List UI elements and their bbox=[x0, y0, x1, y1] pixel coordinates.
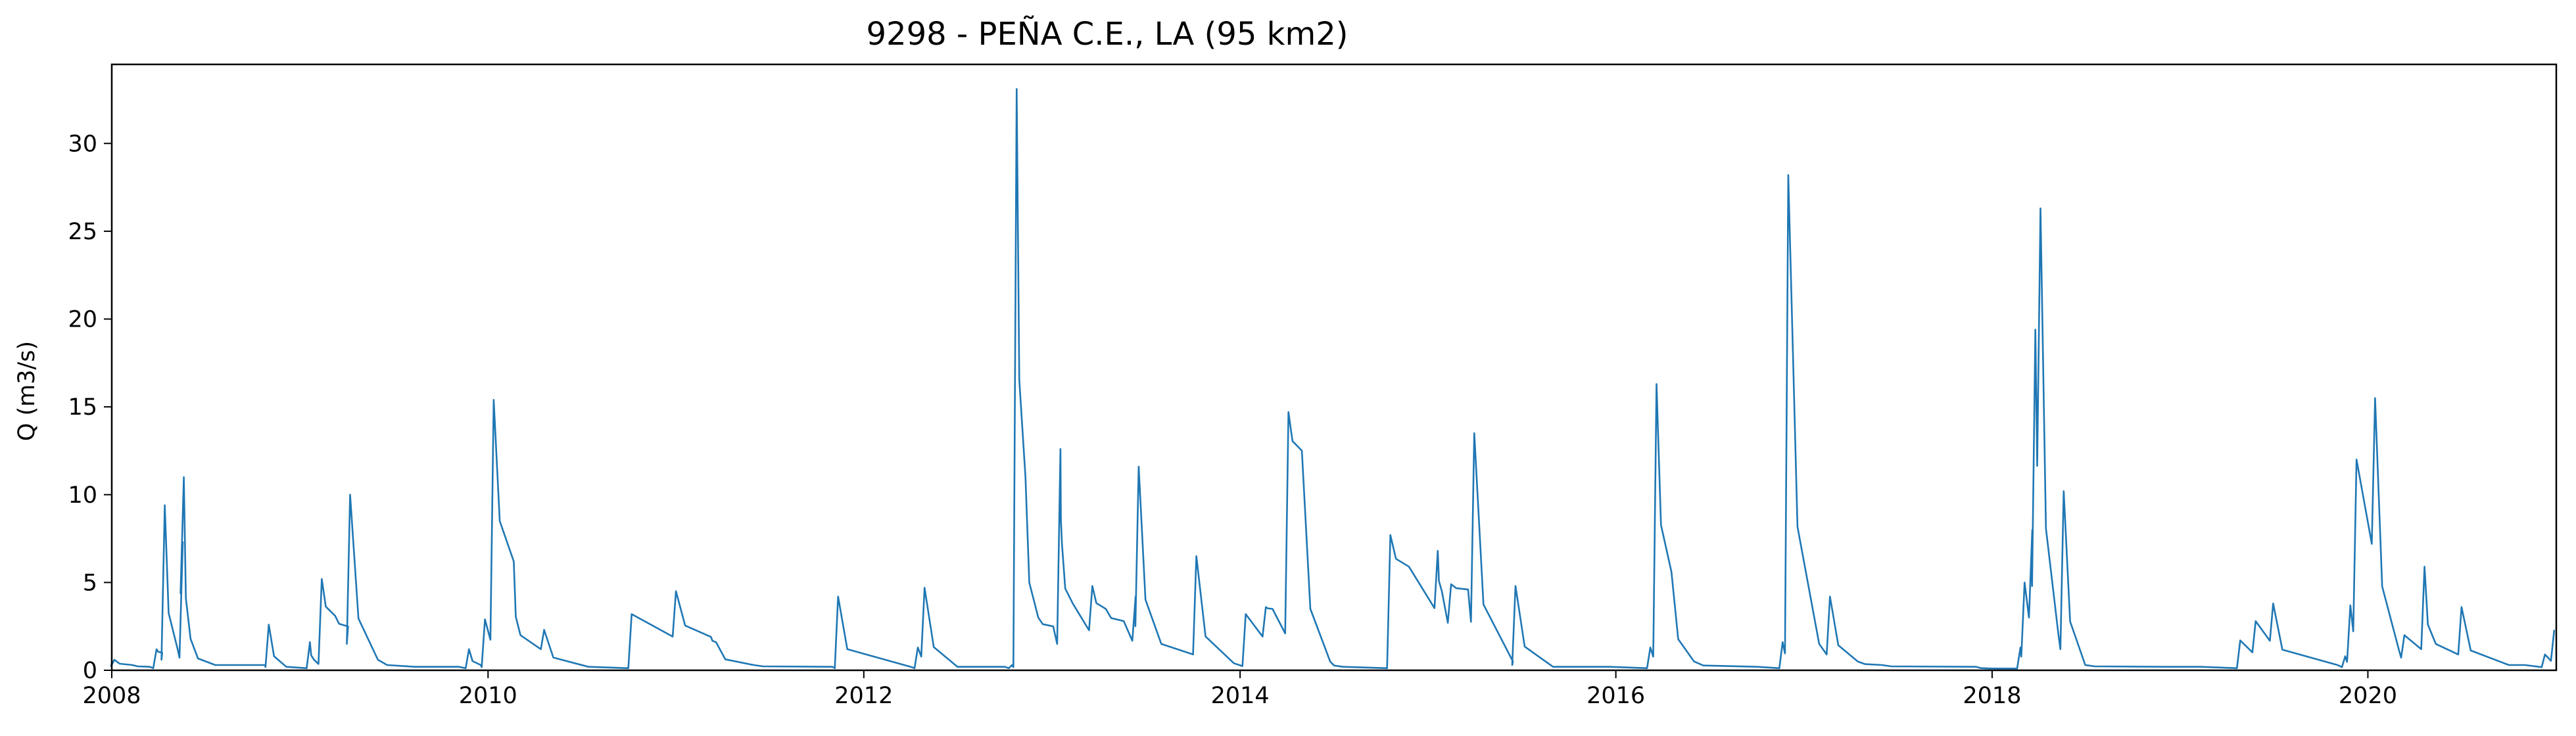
plot-frame bbox=[110, 63, 2558, 672]
y-tick-label: 30 bbox=[68, 131, 97, 157]
y-tick-label: 5 bbox=[83, 570, 97, 596]
y-tick-label: 20 bbox=[68, 307, 97, 333]
chart-title: 9298 - PEÑA C.E., LA (95 km2) bbox=[867, 16, 1348, 53]
y-tick-label: 0 bbox=[83, 658, 97, 684]
y-axis-label: Q (m3/s) bbox=[14, 341, 40, 441]
x-tick-label: 2008 bbox=[82, 683, 141, 709]
axis-ticks: 2008 2010 2012 2014 2016 2018 2020 0 5 10 15 20 25 30 bbox=[68, 131, 2397, 709]
y-tick-label: 10 bbox=[68, 482, 97, 509]
x-tick-label: 2016 bbox=[1586, 683, 1645, 709]
y-tick-label: 15 bbox=[68, 394, 97, 421]
series-layer bbox=[110, 88, 2556, 670]
x-tick-label: 2012 bbox=[834, 683, 893, 709]
series-line bbox=[110, 88, 2556, 670]
x-tick-label: 2014 bbox=[1211, 683, 1270, 709]
x-tick-label: 2018 bbox=[1963, 683, 2021, 709]
x-tick-label: 2010 bbox=[459, 683, 517, 709]
x-tick-label: 2020 bbox=[2339, 683, 2397, 709]
y-tick-label: 25 bbox=[68, 219, 97, 245]
